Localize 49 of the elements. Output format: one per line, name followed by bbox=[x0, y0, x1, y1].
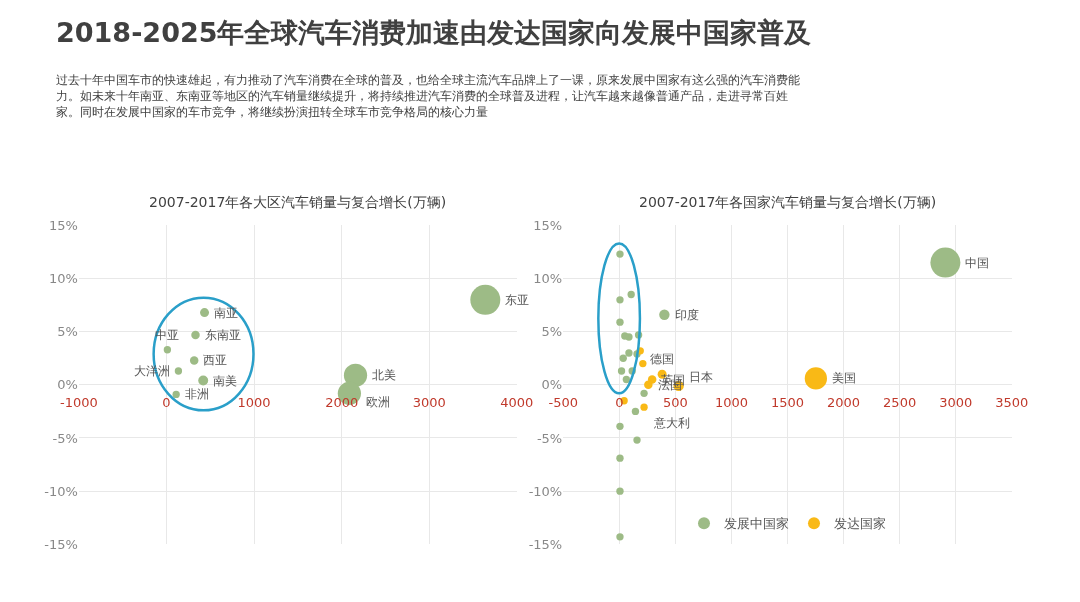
y-tick-label: 15% bbox=[49, 217, 78, 233]
legend-label: 发展中国家 bbox=[724, 516, 789, 532]
y-tick-label: 0% bbox=[57, 377, 78, 393]
chart-title: 2007-2017年各大区汽车销量与复合增长(万辆) bbox=[149, 194, 447, 210]
y-tick-label: 0% bbox=[541, 377, 563, 393]
annotation: 东南亚 bbox=[205, 328, 241, 342]
text: 过去十年中国车市的快速雄起，有力推动了汽车消费在全球的普及，也给全球主流汽车品牌上了一课，原来发展中国家有这么强的汽车消费能力。如未来十年南亚、东南亚等地区的汽车销量继续提升，将持续推进汽车消费的全球普及进程，让汽车越来越像普通产品，走进寻常百姓家。同时在发展中国家的车市竞争，将继续扮演扭转全球车市竞争格局的核心力量 bbox=[56, 73, 800, 119]
text: 2018-2025年全球汽车消费加速由发达国家向发展中国家普及 bbox=[56, 17, 812, 48]
x-tick-label: 2000 bbox=[325, 394, 359, 410]
annotation: 日本 bbox=[689, 370, 713, 384]
y-tick-label: -5% bbox=[52, 430, 78, 446]
x-tick-label: 500 bbox=[662, 394, 688, 410]
annotation: 意大利 bbox=[653, 416, 690, 430]
y-tick-label: 10% bbox=[49, 271, 78, 287]
legend-label: 发达国家 bbox=[834, 516, 886, 532]
y-tick-label: 15% bbox=[533, 217, 563, 233]
y-tick-label: 10% bbox=[533, 271, 563, 287]
x-tick-label: 3000 bbox=[939, 394, 973, 410]
annotation: 欧洲 bbox=[366, 395, 390, 409]
annotation: 美国 bbox=[832, 371, 856, 385]
x-tick-label: 3500 bbox=[995, 394, 1029, 410]
x-tick-label: 0 bbox=[162, 394, 171, 410]
y-tick-label: 5% bbox=[541, 324, 563, 340]
annotation: 南美 bbox=[213, 374, 237, 388]
x-tick-label: 4000 bbox=[500, 394, 534, 410]
y-tick-label: -15% bbox=[44, 536, 78, 552]
annotation: 北美 bbox=[372, 368, 396, 382]
chart-title: 2007-2017年各国家汽车销量与复合增长(万辆) bbox=[639, 194, 937, 210]
annotation: 西亚 bbox=[203, 353, 227, 367]
annotation: 南亚 bbox=[214, 306, 238, 320]
x-tick-label: 0 bbox=[615, 394, 624, 410]
y-tick-label: 5% bbox=[57, 324, 78, 340]
x-tick-label: -1000 bbox=[60, 394, 98, 410]
y-tick-label: -10% bbox=[44, 483, 78, 499]
x-tick-label: 2500 bbox=[883, 394, 917, 410]
annotation: 德国 bbox=[650, 352, 674, 366]
x-tick-label: 1000 bbox=[714, 394, 748, 410]
annotation: 东亚 bbox=[505, 293, 529, 307]
x-tick-label: 2000 bbox=[827, 394, 861, 410]
y-tick-label: -10% bbox=[528, 483, 563, 499]
annotation: 印度 bbox=[675, 308, 699, 322]
y-tick-label: -5% bbox=[536, 430, 563, 446]
x-tick-label: 1500 bbox=[770, 394, 805, 410]
x-tick-label: 1000 bbox=[237, 394, 271, 410]
x-tick-label: 3000 bbox=[412, 394, 446, 410]
y-tick-label: -15% bbox=[528, 536, 563, 552]
x-tick-label: -500 bbox=[548, 394, 578, 410]
annotation: 非洲 bbox=[185, 387, 209, 401]
annotation: 中国 bbox=[965, 256, 989, 270]
